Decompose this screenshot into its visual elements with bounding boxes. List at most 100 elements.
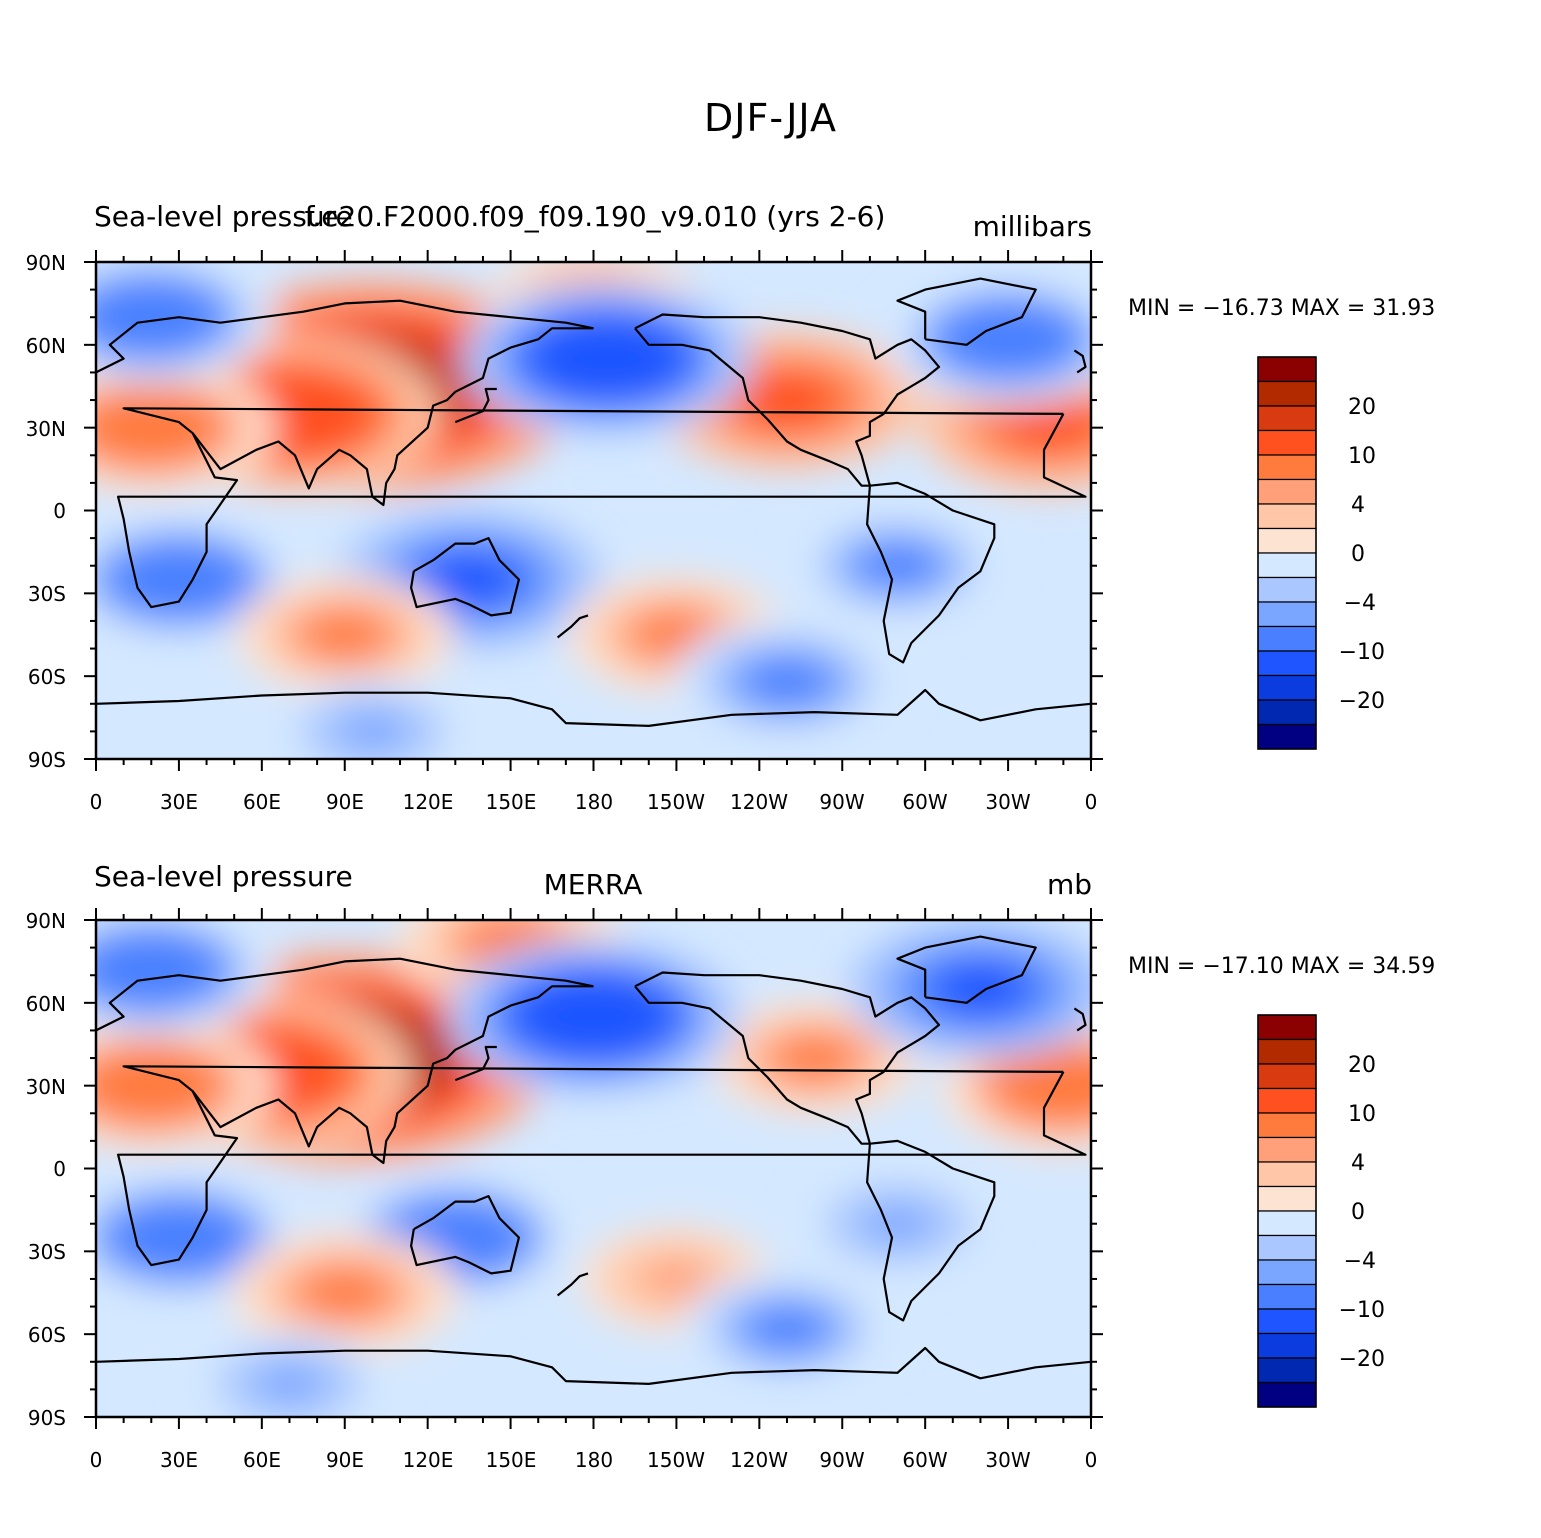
x-tick-label: 60W [902, 1448, 948, 1472]
pressure-anomaly-blob [964, 316, 1052, 363]
x-tick-label: 0 [1084, 1448, 1098, 1472]
colorbar-label: 10 [1348, 444, 1376, 469]
colorbar-label: 4 [1351, 493, 1365, 518]
colorbar-label: −10 [1338, 1298, 1385, 1323]
pressure-anomaly-blob [933, 964, 1027, 1014]
pressure-anomaly-blob [863, 1205, 932, 1243]
x-tick-label: 60E [242, 1448, 282, 1472]
colorbar-label: 10 [1348, 1102, 1376, 1127]
panel-top-colorbar [1257, 356, 1317, 750]
pressure-anomaly-blob [542, 989, 645, 1044]
y-tick-label: 90N [25, 251, 66, 275]
x-tick-label: 150E [485, 790, 537, 814]
x-tick-label: 30W [985, 1448, 1031, 1472]
x-tick-label: 30E [159, 1448, 199, 1472]
panel-top-min-max: MIN = −16.73 MAX = 31.93 [1128, 296, 1436, 321]
x-tick-label: 180 [574, 790, 614, 814]
coastline [96, 957, 594, 1032]
coastline [96, 1346, 1091, 1385]
colorbar-swatch [1257, 1381, 1317, 1408]
x-tick-label: 120W [730, 790, 788, 814]
colorbar-swatch [1257, 1259, 1317, 1286]
y-tick-label: 60N [25, 334, 66, 358]
x-tick-label: 120W [730, 1448, 788, 1472]
x-tick-label: 150E [485, 1448, 537, 1472]
colorbar-label: −4 [1343, 1249, 1376, 1274]
coastline [634, 971, 941, 1145]
y-tick-label: 90S [27, 748, 66, 772]
figure-title: DJF-JJA [704, 96, 837, 140]
coastline [556, 1272, 589, 1297]
coastline [96, 688, 1091, 727]
panel-bottom-map [84, 908, 1103, 1429]
panel-bottom-units: mb [1046, 868, 1092, 901]
colorbar-label: 20 [1348, 1053, 1376, 1078]
pressure-anomaly-blob [304, 1271, 385, 1315]
coastline [117, 1065, 1087, 1267]
pressure-anomaly-blob [860, 545, 935, 586]
colorbar-swatch [1257, 1357, 1317, 1384]
colorbar-swatch [1257, 1014, 1317, 1041]
y-tick-label: 60S [27, 1323, 66, 1347]
panel-top-units: millibars [972, 210, 1092, 243]
coastline [1073, 349, 1087, 374]
pressure-anomaly-blob [255, 1365, 324, 1403]
coastline [896, 935, 1037, 1004]
pressure-anomaly-blob [135, 1214, 223, 1261]
pressure-anomaly-blob [556, 331, 659, 386]
pressure-anomaly-blob [107, 946, 195, 993]
colorbar-swatch [1257, 1308, 1317, 1335]
colorbar-swatch [1257, 1185, 1317, 1212]
y-tick-label: 30S [27, 582, 66, 606]
coastline [866, 1139, 996, 1322]
colorbar-swatch [1257, 503, 1317, 530]
coastline [410, 1195, 520, 1275]
panel-bottom-colorbar [1257, 1014, 1317, 1408]
x-tick-label: 90E [325, 790, 365, 814]
panel-bottom-min-max: MIN = −17.10 MAX = 34.59 [1128, 954, 1436, 979]
x-tick-label: 90W [819, 790, 865, 814]
x-tick-label: 90W [819, 1448, 865, 1472]
colorbar-label: 0 [1351, 1200, 1365, 1225]
coastline [866, 481, 996, 664]
coastline [454, 387, 497, 424]
colorbar-label: 4 [1351, 1151, 1365, 1176]
x-tick-label: 60W [902, 790, 948, 814]
x-tick-label: 150W [647, 1448, 705, 1472]
coastline [634, 313, 941, 487]
colorbar-swatch [1257, 601, 1317, 628]
x-tick-label: 120E [402, 790, 454, 814]
y-tick-label: 90S [27, 1406, 66, 1430]
y-tick-label: 30S [27, 1240, 66, 1264]
y-tick-label: 60S [27, 665, 66, 689]
x-tick-label: 0 [1084, 790, 1098, 814]
pressure-anomaly-blob [107, 404, 195, 451]
y-tick-label: 90N [25, 909, 66, 933]
colorbar-swatch [1257, 1038, 1317, 1065]
colorbar-swatch [1257, 1234, 1317, 1261]
pressure-anomaly-blob [411, 1214, 499, 1261]
y-tick-label: 30N [25, 417, 66, 441]
x-tick-label: 30W [985, 790, 1031, 814]
x-tick-label: 0 [89, 1448, 103, 1472]
x-tick-label: 120E [402, 1448, 454, 1472]
pressure-anomaly-blob [740, 375, 834, 425]
colorbar-swatch [1257, 576, 1317, 603]
coastline [191, 327, 594, 507]
colorbar-swatch [1257, 356, 1317, 383]
colorbar-label: −4 [1343, 591, 1376, 616]
panel-top-center-title: f.e20.F2000.f09_f09.190_v9.010 (yrs 2-6) [304, 200, 886, 233]
colorbar-label: −20 [1338, 689, 1385, 714]
x-tick-label: 90E [325, 1448, 365, 1472]
colorbar-label: 20 [1348, 395, 1376, 420]
coastline [896, 277, 1037, 346]
coastline [1073, 1007, 1087, 1032]
y-tick-label: 0 [53, 1157, 66, 1181]
x-tick-label: 150W [647, 790, 705, 814]
x-tick-label: 180 [574, 1448, 614, 1472]
colorbar-label: −10 [1338, 640, 1385, 665]
coastline [96, 299, 594, 374]
coastline [191, 985, 594, 1165]
x-tick-label: 30E [159, 790, 199, 814]
panel-top-map [84, 250, 1103, 771]
